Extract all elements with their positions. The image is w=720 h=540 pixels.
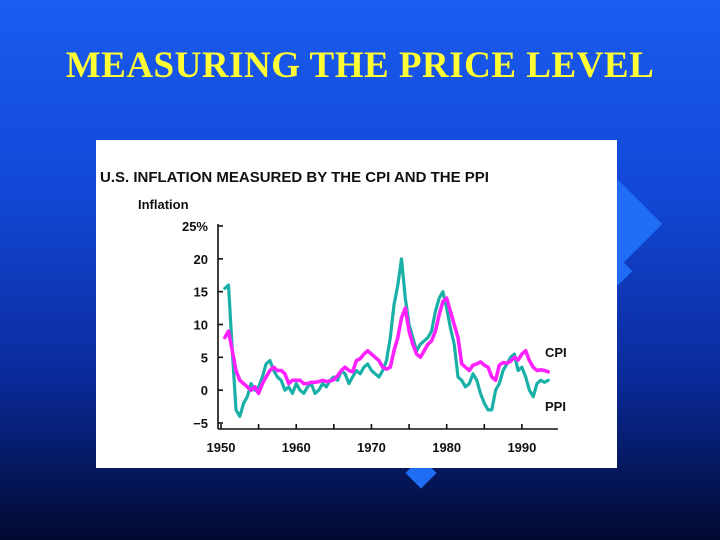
x-axis-ticks: 1950 1960 1970 1980 1990 xyxy=(207,424,536,455)
y-tick-label: 15 xyxy=(194,285,208,300)
x-tick-label: 1970 xyxy=(357,440,386,455)
y-tick-label: 5 xyxy=(201,350,208,365)
slide-title: MEASURING THE PRICE LEVEL xyxy=(65,45,655,86)
series-lines xyxy=(223,257,551,418)
x-tick-label: 1990 xyxy=(507,440,536,455)
inflation-chart: U.S. INFLATION MEASURED BY THE CPI AND T… xyxy=(100,169,567,455)
y-tick-label: 0 xyxy=(201,383,208,398)
y-axis-label: Inflation xyxy=(138,197,189,212)
series-line-cpi xyxy=(223,296,551,396)
y-tick-label: 10 xyxy=(194,318,208,333)
y-axis-ticks: 25% 20 15 10 5 0 −5 xyxy=(182,219,223,431)
x-tick-label: 1980 xyxy=(432,440,461,455)
x-tick-label: 1950 xyxy=(207,440,236,455)
series-line-ppi xyxy=(223,257,550,418)
series-label-ppi: PPI xyxy=(545,399,566,414)
y-tick-label: 25% xyxy=(182,219,208,234)
y-tick-label: −5 xyxy=(193,416,208,431)
series-label-cpi: CPI xyxy=(545,345,567,360)
x-tick-label: 1960 xyxy=(282,440,311,455)
y-tick-label: 20 xyxy=(194,252,208,267)
chart-panel: U.S. INFLATION MEASURED BY THE CPI AND T… xyxy=(96,140,617,468)
chart-title: U.S. INFLATION MEASURED BY THE CPI AND T… xyxy=(100,169,489,186)
